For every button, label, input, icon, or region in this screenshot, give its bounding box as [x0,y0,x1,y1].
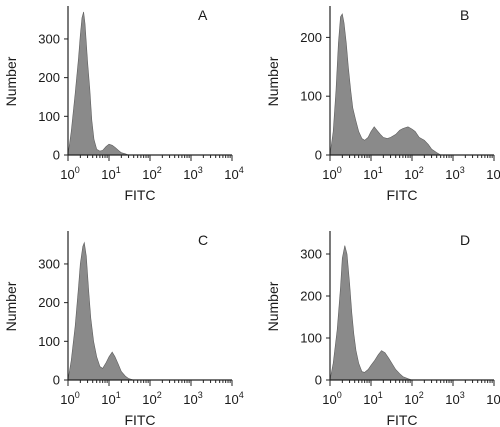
y-tick-label: 100 [300,89,322,104]
y-tick-label: 200 [300,30,322,45]
x-tick-label: 101 [363,390,382,407]
x-tick-label: 104 [486,165,500,182]
x-tick-label: 103 [183,390,202,407]
y-axis-title: Number [265,56,281,106]
x-tick-label: 102 [404,390,423,407]
chart-panel-b: 0100200100101102103104FITCNumberB [265,6,500,203]
y-tick-label: 0 [53,148,60,163]
x-tick-label: 100 [322,165,341,182]
y-tick-label: 300 [38,31,60,46]
histogram-series [329,13,442,156]
y-tick-label: 200 [38,295,60,310]
y-tick-label: 200 [38,70,60,85]
x-tick-label: 100 [322,390,341,407]
chart-panel-d: 0100200300100101102103104FITCNumberD [265,231,500,427]
y-tick-label: 0 [53,373,60,388]
y-tick-label: 100 [38,109,60,124]
x-tick-label: 100 [60,165,79,182]
y-tick-label: 300 [300,247,322,262]
x-tick-label: 103 [445,390,464,407]
y-tick-label: 100 [38,334,60,349]
x-tick-label: 104 [224,390,243,407]
panel-label: A [198,7,208,23]
panel-label: D [460,232,470,248]
x-tick-label: 102 [142,165,161,182]
y-tick-label: 300 [38,256,60,271]
panel-label: B [460,7,469,23]
panel-label: C [198,232,208,248]
y-tick-label: 100 [300,331,322,346]
x-axis-title: FITC [124,187,155,203]
y-tick-label: 0 [315,148,322,163]
histogram-series [329,245,413,381]
x-tick-label: 103 [445,165,464,182]
x-tick-label: 103 [183,165,202,182]
x-tick-label: 100 [60,390,79,407]
y-axis-title: Number [3,56,19,106]
x-tick-label: 104 [486,390,500,407]
histogram-series [67,11,129,156]
x-tick-label: 102 [142,390,161,407]
y-axis-title: Number [265,281,281,331]
x-tick-label: 101 [363,165,382,182]
y-tick-label: 0 [315,373,322,388]
x-tick-label: 104 [224,165,243,182]
x-axis-title: FITC [386,187,417,203]
x-tick-label: 101 [101,390,120,407]
x-tick-label: 102 [404,165,423,182]
x-axis-title: FITC [124,412,155,427]
x-tick-label: 101 [101,165,120,182]
x-axis-title: FITC [386,412,417,427]
histogram-series [67,241,134,381]
y-axis-title: Number [3,281,19,331]
y-tick-label: 200 [300,289,322,304]
